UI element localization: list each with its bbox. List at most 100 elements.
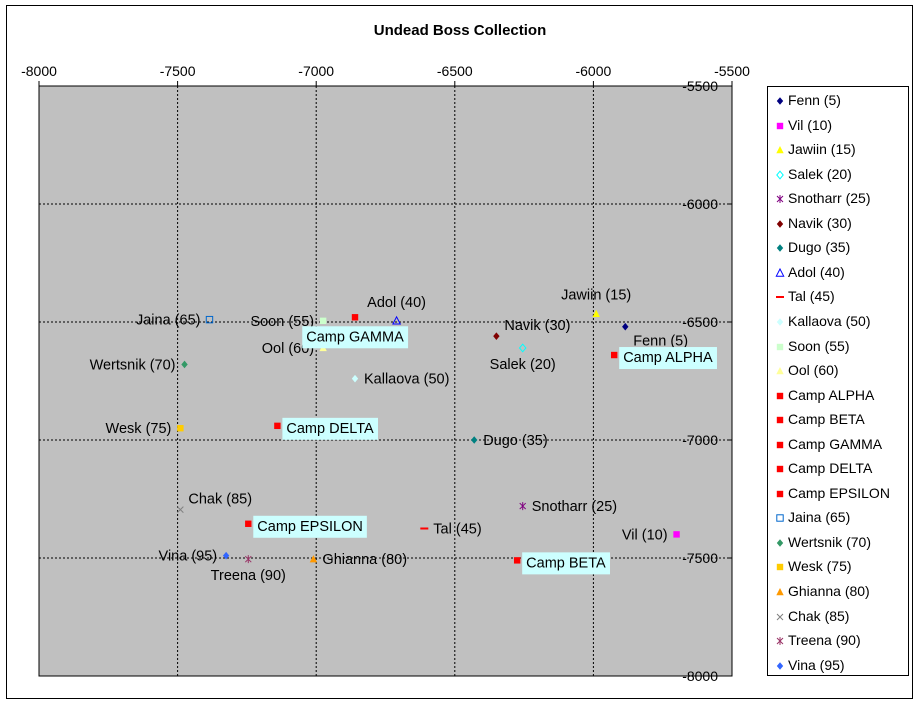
data-label: Wesk (75) <box>106 421 172 437</box>
data-point-group: Salek (20) <box>490 343 556 373</box>
data-point-group: Navik (30) <box>493 318 570 340</box>
data-point-group: Vina (95) <box>159 549 230 565</box>
data-point <box>309 555 318 563</box>
data-label: Camp BETA <box>526 555 606 571</box>
data-point <box>519 502 527 511</box>
legend-symbol <box>776 392 784 399</box>
legend-symbol <box>776 170 784 180</box>
data-point <box>205 315 214 324</box>
data-label: Treena (90) <box>211 568 286 584</box>
legend-marker <box>776 514 784 523</box>
data-point <box>351 314 359 321</box>
legend-item: Camp EPSILON <box>768 483 908 505</box>
legend-item: Jaina (65) <box>768 507 908 529</box>
legend-marker <box>776 170 784 180</box>
y-tick-label: -6500 <box>682 314 718 330</box>
data-point-group: Jawiin (15) <box>561 288 631 317</box>
legend-marker <box>776 613 784 620</box>
legend-symbol <box>776 97 784 105</box>
data-point <box>319 317 327 325</box>
data-point <box>351 374 359 383</box>
x-tick-label: -8000 <box>21 63 57 79</box>
plot-area <box>38 85 733 677</box>
data-point <box>274 422 281 430</box>
data-point <box>493 332 500 340</box>
legend-item: Camp BETA <box>768 409 908 431</box>
data-point-group: Ghianna (80) <box>309 552 407 568</box>
legend-symbol <box>776 539 784 547</box>
legend-label: Wertsnik (70) <box>788 533 871 550</box>
legend-marker <box>776 392 784 399</box>
data-point <box>244 555 252 564</box>
data-label: Camp DELTA <box>286 421 374 437</box>
x-tick-label: -7000 <box>298 63 334 79</box>
data-point <box>222 551 230 560</box>
legend-marker <box>776 416 784 424</box>
chart-title: Undead Boss Collection <box>373 22 547 39</box>
legend-marker <box>776 146 784 154</box>
x-tick-label: -6000 <box>575 63 611 79</box>
legend-item: Chak (85) <box>768 606 908 628</box>
data-point <box>177 506 184 513</box>
legend-label: Ghianna (80) <box>788 583 870 599</box>
legend-marker <box>776 466 784 473</box>
legend-symbol <box>776 416 784 424</box>
legend-symbol <box>776 661 784 670</box>
data-label: Wertsnik (70) <box>90 357 176 373</box>
legend-marker <box>776 637 784 646</box>
legend-item: Salek (20) <box>768 164 908 186</box>
legend-marker <box>776 490 784 497</box>
data-label: Camp EPSILON <box>257 519 363 535</box>
legend-item: Ghianna (80) <box>768 581 908 603</box>
legend-marker <box>776 588 784 596</box>
legend-marker <box>776 367 784 375</box>
legend-item: Treena (90) <box>768 630 908 652</box>
data-label: Chak (85) <box>188 492 252 508</box>
data-point-group: Snotharr (25) <box>519 499 617 515</box>
data-point <box>673 531 680 538</box>
legend-symbol <box>775 267 785 277</box>
data-point <box>392 315 402 325</box>
legend-item: Snotharr (25) <box>768 188 908 210</box>
legend-symbol <box>776 122 784 129</box>
legend-item: Wertsnik (70) <box>768 532 908 554</box>
data-label: Jaina (65) <box>136 313 200 329</box>
data-label-box <box>253 515 367 538</box>
data-point <box>518 343 527 353</box>
legend-marker <box>776 539 784 547</box>
y-tick-label: -7000 <box>682 432 718 448</box>
legend-symbol <box>776 637 784 646</box>
legend-item: Ool (60) <box>768 360 908 382</box>
legend-symbol <box>776 296 784 299</box>
legend-label: Dugo (35) <box>788 239 851 256</box>
data-point-group: Chak (85) <box>177 492 252 513</box>
data-point-group: Vil (10) <box>622 527 680 543</box>
y-tick-label: -5500 <box>682 78 718 94</box>
data-label: Navik (30) <box>504 318 570 334</box>
legend-item: Dugo (35) <box>768 237 908 259</box>
chart-legend: Fenn (5) Vil (10) Jawiin (15) Salek (20) Sno… <box>767 86 909 676</box>
legend-symbol <box>776 318 784 326</box>
data-point <box>592 309 600 317</box>
legend-label: Chak (85) <box>788 607 850 624</box>
data-point-group: Kallaova (50) <box>351 372 449 388</box>
legend-symbol <box>776 244 784 253</box>
data-point-group: Camp BETA <box>513 552 611 575</box>
legend-symbol <box>776 588 784 596</box>
data-point-group: Camp EPSILON <box>245 515 367 538</box>
data-point-group: Tal (45) <box>420 522 482 538</box>
legend-label: Navik (30) <box>788 214 852 231</box>
legend-label: Jawiin (15) <box>788 141 856 158</box>
data-label-box <box>619 347 717 370</box>
legend-item: Camp ALPHA <box>768 385 908 407</box>
legend-marker <box>776 244 784 253</box>
data-point <box>610 351 618 359</box>
data-label: Camp GAMMA <box>306 329 404 345</box>
legend-symbol <box>776 613 784 620</box>
legend-label: Adol (40) <box>788 263 845 280</box>
legend-symbol <box>776 514 784 523</box>
data-point-group: Soon (55) <box>250 314 327 330</box>
legend-item: Jawiin (15) <box>768 139 908 161</box>
data-label: Dugo (35) <box>483 433 547 449</box>
